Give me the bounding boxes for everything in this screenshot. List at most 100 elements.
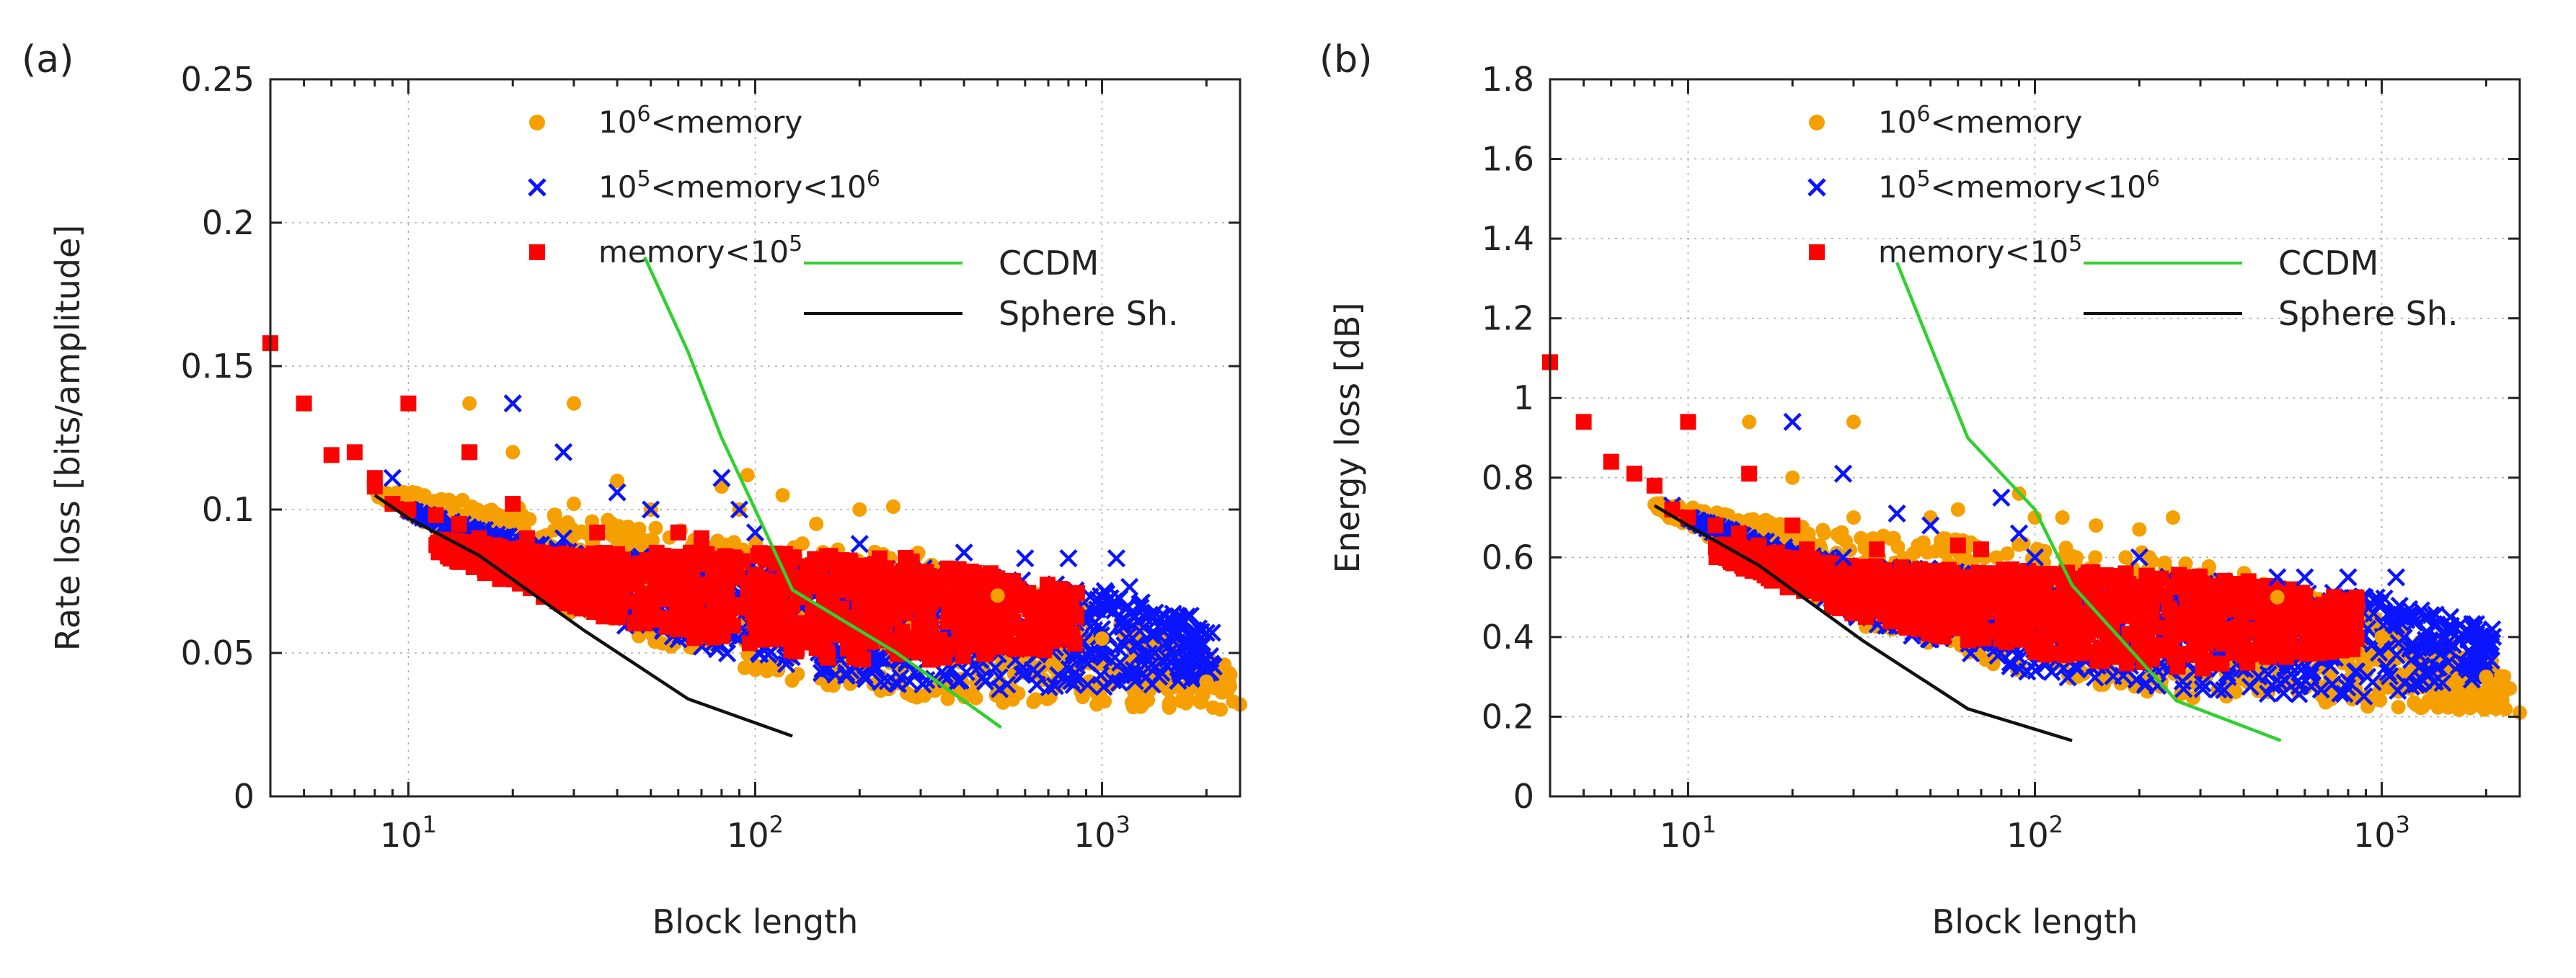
band-point-x bbox=[2397, 610, 2416, 630]
band-point-square bbox=[806, 615, 823, 632]
band-point-circle bbox=[1213, 702, 1229, 717]
band-point-circle bbox=[784, 673, 800, 688]
band-point-square bbox=[590, 595, 606, 612]
band-point-circle bbox=[2463, 701, 2478, 716]
band-point-square bbox=[902, 592, 919, 609]
band-point-x bbox=[2193, 674, 2212, 693]
band-point-x bbox=[1057, 670, 1076, 689]
band-point-square bbox=[776, 547, 792, 564]
x-tick-label: 101 bbox=[380, 811, 437, 855]
band-point-x bbox=[2323, 675, 2342, 693]
band-point-x bbox=[2258, 684, 2278, 703]
band-point-circle bbox=[1650, 496, 1665, 511]
band-point-square bbox=[603, 588, 619, 605]
band-point-x bbox=[2402, 677, 2420, 696]
band-point-square bbox=[430, 544, 447, 561]
data-point-x bbox=[730, 500, 749, 519]
band-point-x bbox=[2427, 615, 2446, 634]
data-point-circle bbox=[610, 474, 625, 489]
band-point-square bbox=[928, 639, 944, 656]
data-point-square bbox=[471, 530, 487, 546]
band-point-x bbox=[1110, 673, 1129, 692]
band-point-circle bbox=[1040, 691, 1055, 706]
x-tick-label: 102 bbox=[727, 811, 784, 855]
band-point-square bbox=[916, 626, 933, 643]
band-point-x bbox=[2355, 687, 2373, 706]
band-point-x bbox=[872, 672, 890, 691]
band-point-x bbox=[1062, 672, 1081, 690]
band-point-x bbox=[1181, 628, 1200, 646]
data-point-x bbox=[712, 468, 731, 487]
data-point-x bbox=[850, 535, 869, 554]
band-point-x bbox=[2434, 631, 2453, 650]
band-point-square bbox=[1066, 636, 1083, 652]
band-point-square bbox=[632, 555, 648, 572]
data-point-square bbox=[589, 524, 606, 541]
band-point-square bbox=[980, 632, 996, 649]
band-point-x bbox=[2401, 639, 2420, 658]
band-point-square bbox=[734, 553, 751, 569]
band-point-square bbox=[1006, 640, 1022, 657]
band-point-square bbox=[756, 629, 773, 646]
band-point-square bbox=[776, 599, 793, 615]
band-point-x bbox=[2400, 605, 2419, 624]
band-point-square bbox=[611, 570, 628, 587]
band-point-square bbox=[820, 574, 837, 591]
band-point-square bbox=[966, 578, 983, 595]
x-axis-label-a: Block length bbox=[652, 902, 859, 941]
band-point-x bbox=[2482, 651, 2501, 670]
panel-b-label: (b) bbox=[1319, 38, 1373, 81]
band-point-circle bbox=[2486, 692, 2501, 707]
band-point-x bbox=[2376, 657, 2396, 676]
band-point-x bbox=[1988, 646, 2007, 665]
band-point-x bbox=[1045, 677, 1064, 695]
band-point-x bbox=[951, 671, 970, 690]
legend-item-ccdm: CCDM bbox=[804, 244, 1099, 283]
band-point-circle bbox=[737, 660, 752, 675]
band-point-circle bbox=[1026, 694, 1041, 709]
band-point-x bbox=[990, 680, 1009, 698]
band-point-square bbox=[482, 543, 498, 560]
band-point-x bbox=[2412, 656, 2430, 675]
band-point-x bbox=[1193, 634, 1212, 652]
band-point-circle bbox=[1193, 695, 1208, 710]
data-point-x bbox=[503, 394, 522, 413]
band-point-square bbox=[669, 549, 686, 566]
data-point-circle bbox=[566, 497, 581, 512]
band-point-square bbox=[1043, 633, 1060, 649]
band-point-square bbox=[876, 605, 893, 622]
band-point-circle bbox=[648, 520, 663, 535]
data-point-x bbox=[642, 500, 660, 519]
band-point-square bbox=[1024, 623, 1041, 640]
data-point-circle bbox=[505, 445, 521, 460]
y-axis-label-a: Rate loss [bits/amplitude] bbox=[48, 225, 87, 651]
band-point-circle bbox=[547, 510, 562, 525]
band-point-square bbox=[838, 578, 854, 595]
band-point-square bbox=[857, 580, 873, 597]
band-point-square bbox=[921, 652, 938, 668]
band-point-square bbox=[897, 605, 913, 621]
data-point-x bbox=[1107, 549, 1126, 568]
legend-item-blue: 105<memory<106 bbox=[528, 166, 880, 205]
band-point-x bbox=[2136, 674, 2155, 693]
band-point-square bbox=[905, 564, 921, 581]
band-point-circle bbox=[496, 515, 511, 530]
data-point-circle bbox=[885, 499, 900, 515]
band-point-circle bbox=[2496, 685, 2511, 700]
band-point-circle bbox=[1989, 550, 2004, 565]
band-point-square bbox=[628, 570, 645, 587]
band-point-circle bbox=[1773, 524, 1788, 539]
band-point-square bbox=[681, 569, 697, 585]
legend-marker-orange bbox=[529, 115, 545, 130]
band-point-x bbox=[900, 672, 919, 690]
chart-panel-a: 00.050.10.150.20.25 101 102 103 Block leng… bbox=[48, 60, 1247, 941]
series-line-sphere-sh- bbox=[373, 494, 793, 738]
band-point-circle bbox=[998, 690, 1013, 706]
band-point-square bbox=[655, 585, 671, 602]
data-point-x bbox=[1059, 549, 1078, 568]
band-point-square bbox=[700, 609, 717, 626]
legend-label-orange: 106<memory bbox=[598, 102, 802, 140]
band-point-x bbox=[2475, 634, 2494, 653]
band-point-square bbox=[820, 556, 836, 573]
